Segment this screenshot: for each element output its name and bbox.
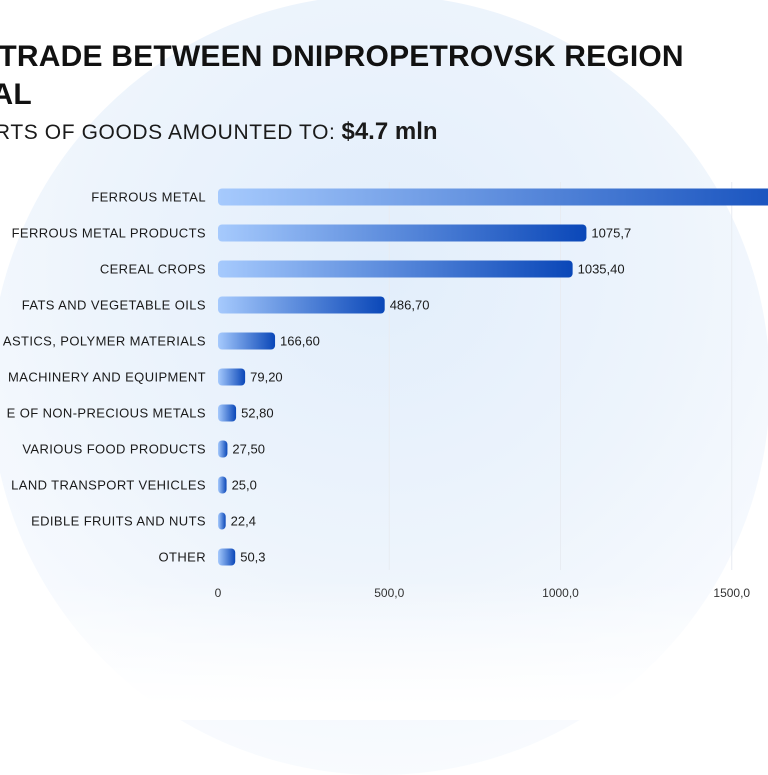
value-label: 50,3 bbox=[240, 550, 265, 565]
bar bbox=[218, 512, 226, 530]
bar bbox=[218, 224, 587, 242]
category-label: E OF NON-PRECIOUS METALS bbox=[7, 406, 206, 421]
category-label: MACHINERY AND EQUIPMENT bbox=[8, 370, 206, 385]
subtitle-value: $4.7 mln bbox=[341, 118, 438, 145]
bar bbox=[218, 404, 237, 422]
bar bbox=[218, 368, 246, 386]
bar-chart: 0 500,0 1000,0 1500,0 FERROUS METAL FERROUS M… bbox=[3, 182, 768, 601]
subtitle-label: ORTS OF GOODS AMOUNTED TO: bbox=[0, 121, 336, 144]
category-label: FATS AND VEGETABLE OILS bbox=[22, 298, 206, 313]
value-label: 1035,40 bbox=[578, 262, 625, 277]
bar bbox=[218, 476, 227, 494]
value-label: 22,4 bbox=[231, 514, 256, 529]
value-label: 1075,7 bbox=[591, 226, 631, 241]
subtitle: ORTS OF GOODS AMOUNTED TO: $4.7 mln bbox=[0, 118, 438, 146]
value-label: 25,0 bbox=[232, 478, 257, 493]
category-label: ASTICS, POLYMER MATERIALS bbox=[3, 334, 206, 349]
bar bbox=[218, 260, 573, 278]
page-title: N TRADE BETWEEN DNIPROPETROVSK REGION GA… bbox=[0, 40, 684, 111]
bars bbox=[218, 188, 768, 566]
category-label: OTHER bbox=[159, 550, 207, 565]
value-label: 27,50 bbox=[232, 442, 265, 457]
bar bbox=[218, 188, 768, 206]
grid-lines bbox=[388, 182, 733, 570]
category-label: VARIOUS FOOD PRODUCTS bbox=[22, 442, 206, 457]
bar bbox=[218, 296, 385, 314]
background-fade bbox=[0, 580, 768, 720]
value-label: 52,80 bbox=[241, 406, 274, 421]
value-label: 486,70 bbox=[390, 298, 430, 313]
category-label: FERROUS METAL bbox=[91, 190, 206, 205]
category-label: CEREAL CROPS bbox=[100, 262, 206, 277]
category-label: LAND TRANSPORT VEHICLES bbox=[11, 478, 206, 493]
x-tick-label: 500,0 bbox=[374, 586, 404, 600]
value-label: 166,60 bbox=[280, 334, 320, 349]
x-tick-label: 0 bbox=[215, 586, 222, 600]
x-tick-label: 1500,0 bbox=[713, 586, 750, 600]
labels: 0 500,0 1000,0 1500,0 FERROUS METAL FERROUS M… bbox=[3, 190, 751, 601]
x-tick-label: 1000,0 bbox=[542, 586, 579, 600]
bar bbox=[218, 548, 236, 566]
category-label: EDIBLE FRUITS AND NUTS bbox=[31, 514, 206, 529]
bar bbox=[218, 440, 228, 458]
category-label: FERROUS METAL PRODUCTS bbox=[12, 226, 206, 241]
bar bbox=[218, 332, 276, 350]
value-label: 79,20 bbox=[250, 370, 283, 385]
